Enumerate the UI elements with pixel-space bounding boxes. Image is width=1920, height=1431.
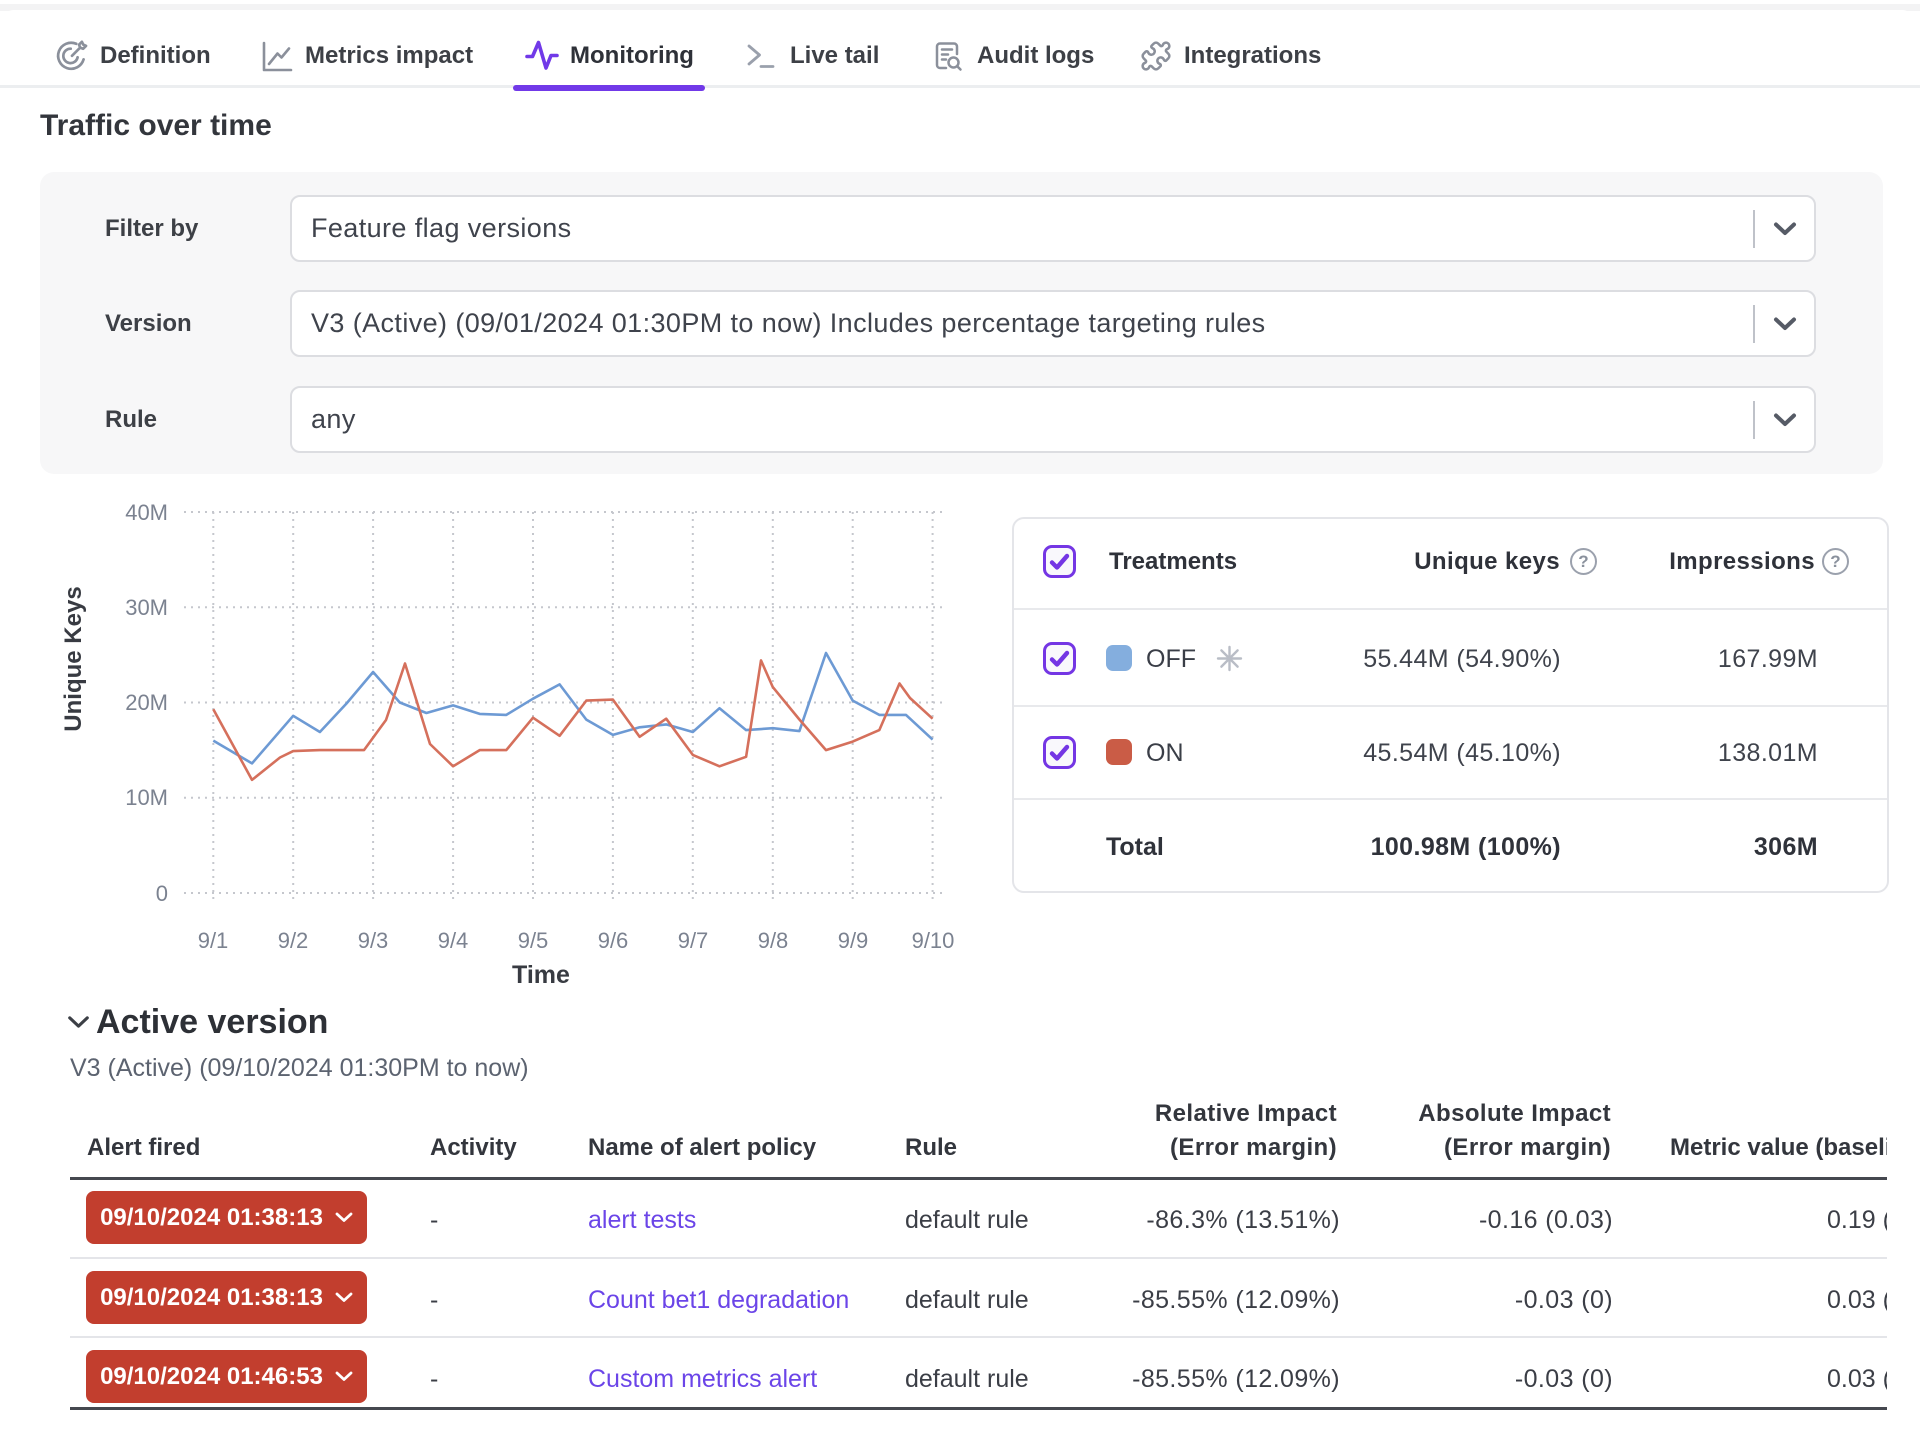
svg-text:9/4: 9/4 <box>438 928 469 953</box>
svg-text:0: 0 <box>156 881 168 906</box>
svg-text:9/9: 9/9 <box>838 928 869 953</box>
svg-text:9/6: 9/6 <box>598 928 629 953</box>
svg-text:9/2: 9/2 <box>278 928 309 953</box>
svg-text:9/10: 9/10 <box>912 928 955 953</box>
svg-text:9/1: 9/1 <box>198 928 229 953</box>
svg-text:Time: Time <box>512 961 570 989</box>
svg-text:9/5: 9/5 <box>518 928 549 953</box>
svg-text:10M: 10M <box>125 785 168 810</box>
svg-text:9/3: 9/3 <box>358 928 389 953</box>
svg-text:9/8: 9/8 <box>758 928 789 953</box>
svg-text:9/7: 9/7 <box>678 928 709 953</box>
svg-text:30M: 30M <box>125 595 168 620</box>
svg-text:20M: 20M <box>125 690 168 715</box>
svg-text:40M: 40M <box>125 500 168 525</box>
